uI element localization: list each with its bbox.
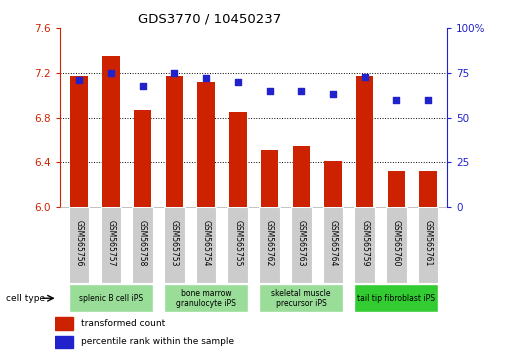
Bar: [228, 207, 248, 283]
Text: transformed count: transformed count: [81, 319, 165, 328]
Bar: [55, 336, 73, 348]
Text: percentile rank within the sample: percentile rank within the sample: [81, 337, 234, 347]
Text: GDS3770 / 10450237: GDS3770 / 10450237: [138, 12, 281, 25]
Bar: [418, 207, 438, 283]
Bar: [323, 207, 343, 283]
Text: GSM565762: GSM565762: [265, 221, 274, 267]
Bar: [71, 76, 88, 207]
Bar: [261, 150, 278, 207]
Bar: [292, 145, 310, 207]
Bar: [102, 56, 120, 207]
Bar: [324, 161, 342, 207]
Bar: [355, 207, 375, 283]
Bar: [356, 76, 373, 207]
Bar: [166, 76, 183, 207]
Text: GSM565760: GSM565760: [392, 221, 401, 267]
Text: GSM565758: GSM565758: [138, 221, 147, 267]
Point: [297, 88, 305, 94]
Text: cell type: cell type: [6, 294, 46, 303]
Point: [329, 92, 337, 97]
Text: GSM565756: GSM565756: [75, 221, 84, 267]
Point: [265, 88, 274, 94]
Point: [75, 77, 83, 83]
Bar: [291, 207, 312, 283]
Point: [170, 70, 178, 76]
Bar: [134, 110, 151, 207]
Bar: [197, 82, 215, 207]
Text: GSM565759: GSM565759: [360, 221, 369, 267]
Text: GSM565754: GSM565754: [201, 221, 211, 267]
Bar: [132, 207, 153, 283]
Point: [139, 83, 147, 88]
Text: skeletal muscle
precursor iPS: skeletal muscle precursor iPS: [271, 289, 331, 308]
Point: [424, 97, 433, 103]
Text: GSM565764: GSM565764: [328, 221, 337, 267]
Bar: [164, 284, 248, 312]
Bar: [69, 284, 153, 312]
Text: GSM565761: GSM565761: [424, 221, 433, 267]
Text: GSM565753: GSM565753: [170, 221, 179, 267]
Text: GSM565757: GSM565757: [106, 221, 116, 267]
Point: [392, 97, 401, 103]
Bar: [388, 171, 405, 207]
Text: tail tip fibroblast iPS: tail tip fibroblast iPS: [357, 294, 436, 303]
Point: [234, 79, 242, 85]
Text: bone marrow
granulocyte iPS: bone marrow granulocyte iPS: [176, 289, 236, 308]
Bar: [259, 207, 280, 283]
Bar: [100, 207, 121, 283]
Bar: [259, 284, 343, 312]
Point: [107, 70, 115, 76]
Text: GSM565763: GSM565763: [297, 221, 306, 267]
Bar: [164, 207, 185, 283]
Text: GSM565755: GSM565755: [233, 221, 242, 267]
Bar: [55, 317, 73, 330]
Point: [360, 74, 369, 79]
Bar: [196, 207, 217, 283]
Bar: [386, 207, 407, 283]
Point: [202, 75, 210, 81]
Bar: [355, 284, 438, 312]
Bar: [229, 112, 246, 207]
Bar: [69, 207, 89, 283]
Text: splenic B cell iPS: splenic B cell iPS: [79, 294, 143, 303]
Bar: [419, 171, 437, 207]
